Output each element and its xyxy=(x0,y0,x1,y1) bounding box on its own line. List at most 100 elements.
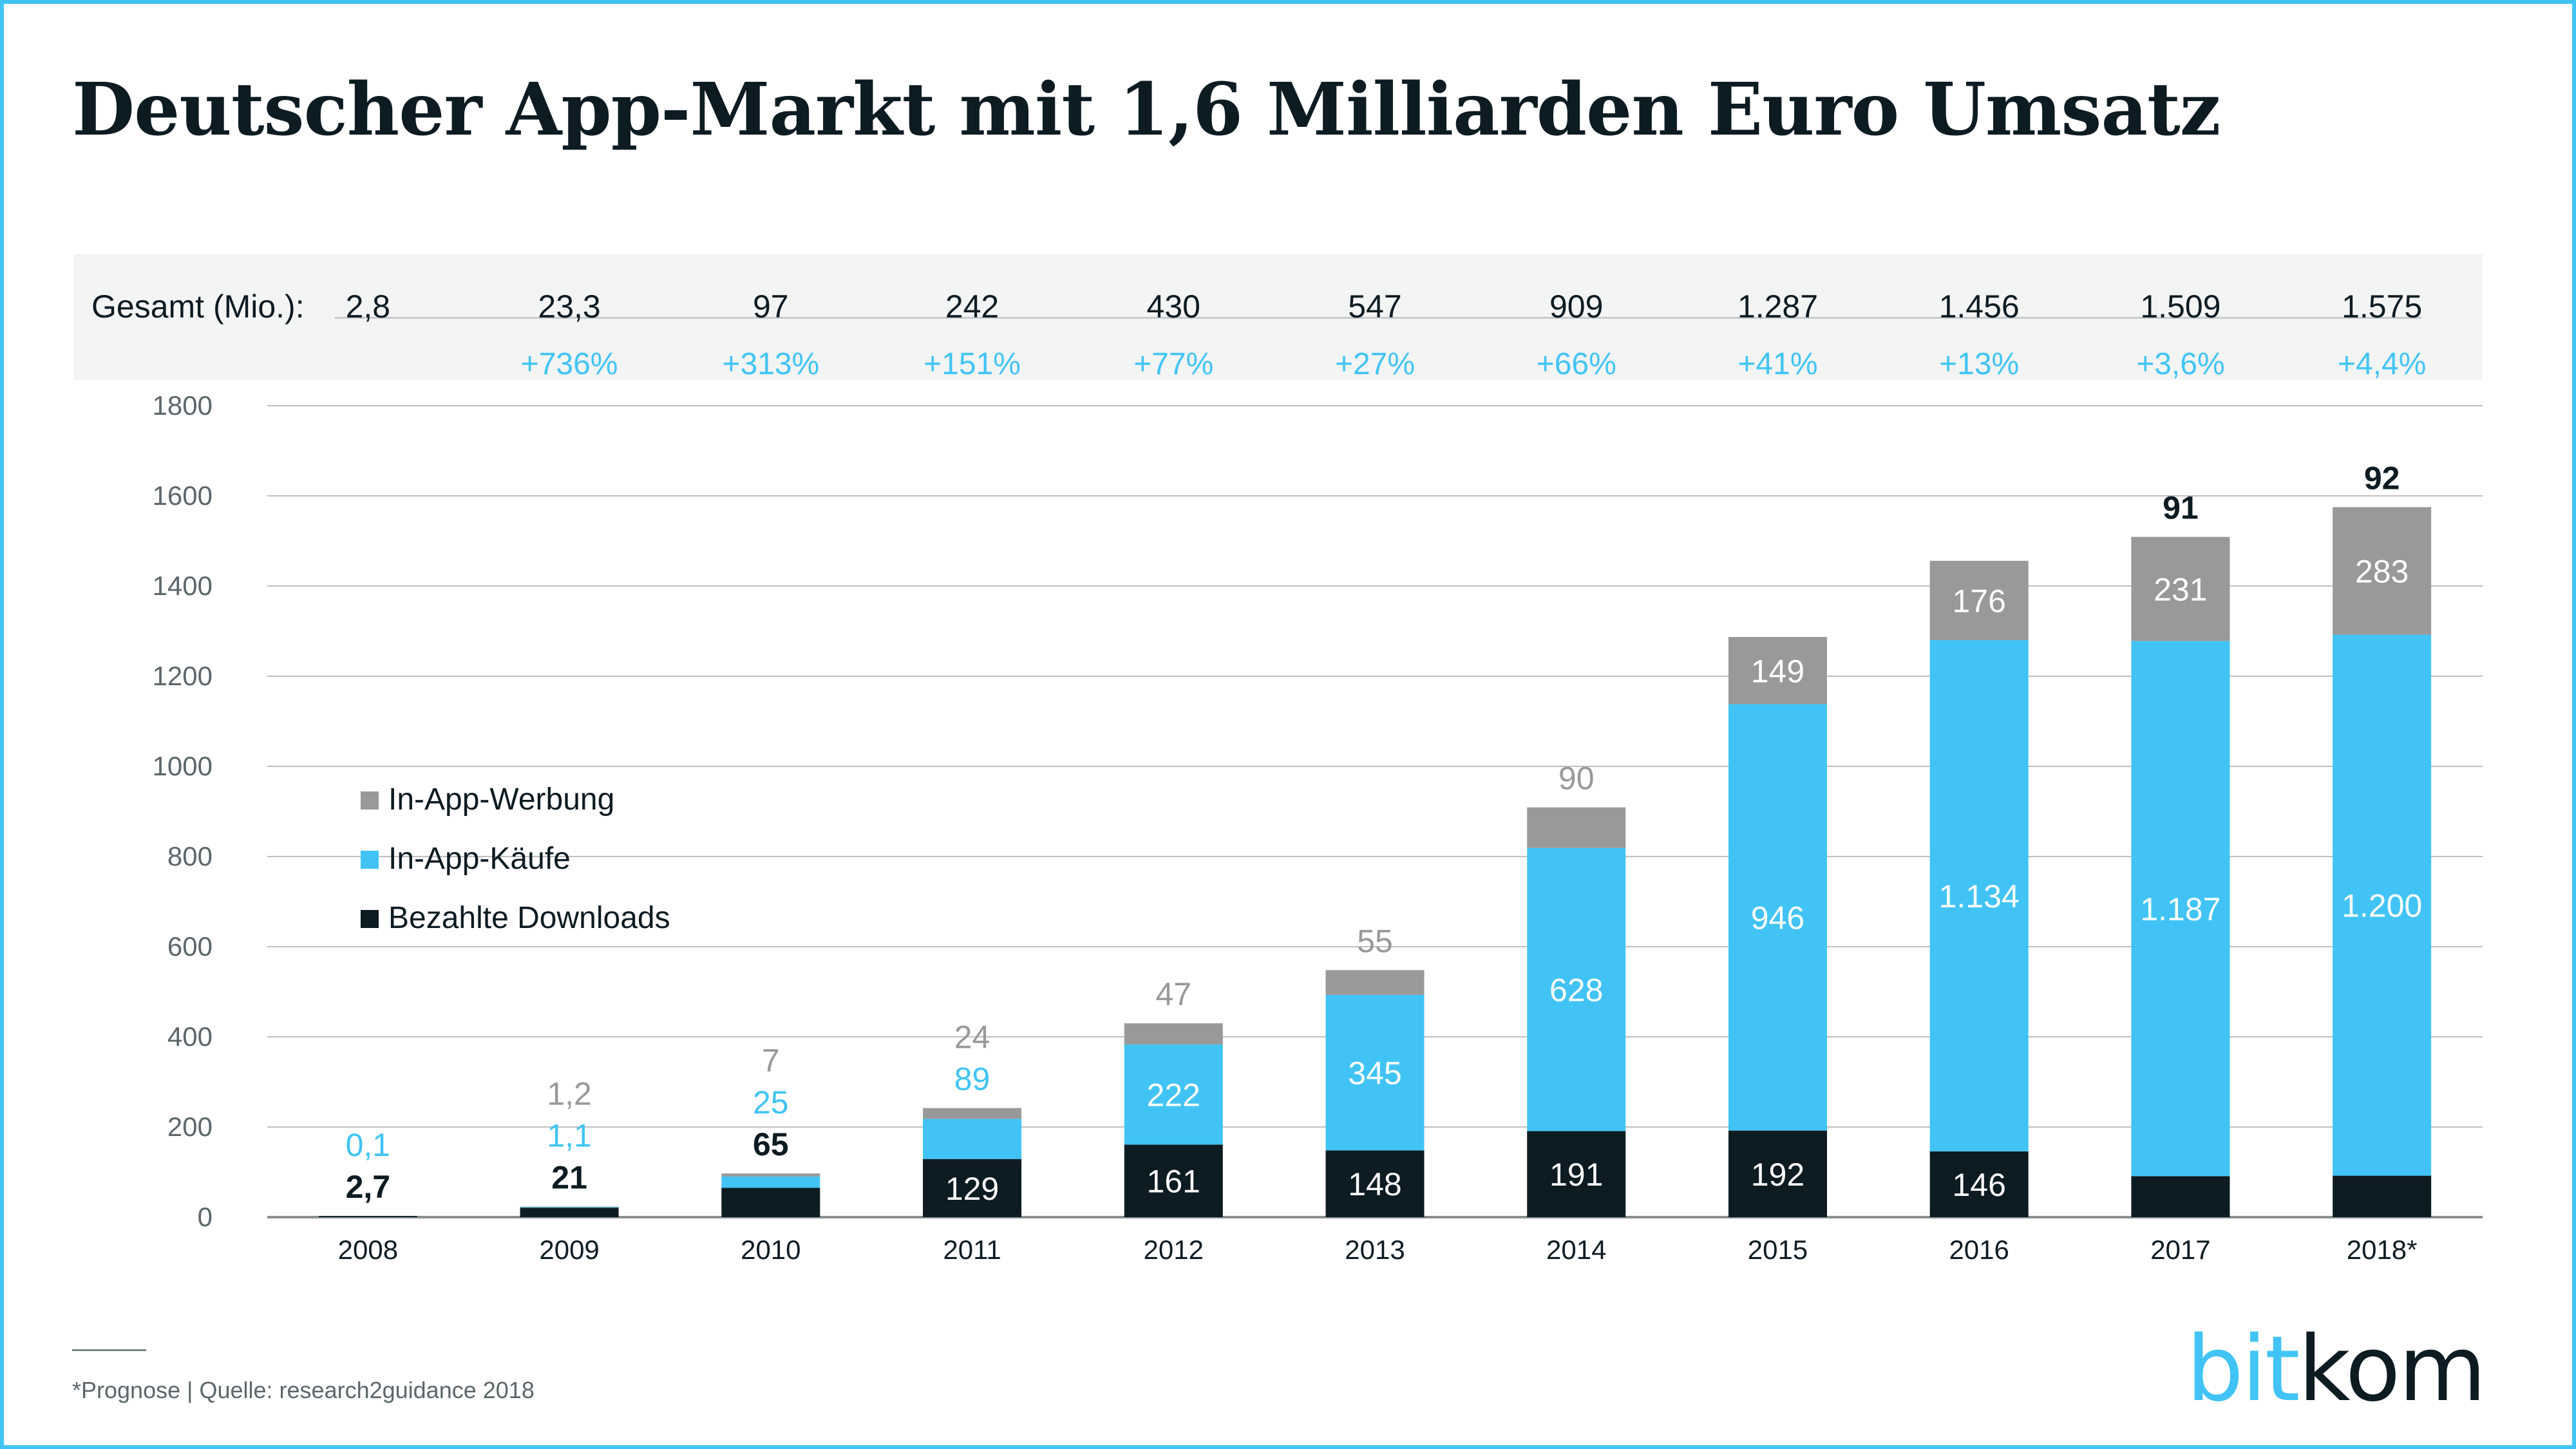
data-label: 2,7 xyxy=(346,1169,391,1205)
x-axis-ticks: 2008 2009 2010 2011 2012 2013 2014 2015 2016 2017… xyxy=(338,1235,2418,1265)
bar-downloads xyxy=(1527,1131,1626,1217)
data-label: 55 xyxy=(1357,923,1393,959)
y-tick-label: 1400 xyxy=(153,571,213,601)
bar-ads xyxy=(1728,637,1827,705)
data-label: 1,1 xyxy=(547,1118,592,1154)
x-tick-label: 2008 xyxy=(338,1235,398,1265)
x-tick-label: 2011 xyxy=(943,1235,1001,1265)
summary-total: 1.575 xyxy=(2342,289,2423,325)
legend-swatch xyxy=(361,851,379,869)
bar-ads xyxy=(1527,807,1626,848)
y-tick-label: 200 xyxy=(167,1112,213,1142)
chart-title: Deutscher App-Markt mit 1,6 Milliarden E… xyxy=(72,68,2221,152)
summary-growth: +77% xyxy=(1133,347,1214,381)
summary-total: 1.287 xyxy=(1737,289,1819,325)
bar-iap xyxy=(721,1177,820,1188)
data-label: 129 xyxy=(945,1171,999,1207)
summary-total: 430 xyxy=(1146,289,1200,325)
bar-ads xyxy=(721,1173,820,1177)
data-label: 161 xyxy=(1147,1164,1200,1200)
bar-ads xyxy=(923,1108,1022,1119)
y-tick-label: 1200 xyxy=(153,661,213,691)
legend: In-App-Werbung In-App-Käufe Bezahlte Downl… xyxy=(361,782,670,935)
data-label: 21 xyxy=(551,1160,587,1196)
summary-total: 1.509 xyxy=(2140,289,2221,325)
data-label: 90 xyxy=(1558,761,1595,797)
legend-label: Bezahlte Downloads xyxy=(388,901,670,935)
data-label: 91 xyxy=(2163,490,2199,526)
summary-total: 23,3 xyxy=(538,289,601,325)
bar-downloads xyxy=(923,1159,1022,1217)
summary-growth: +27% xyxy=(1334,347,1416,381)
data-label: 222 xyxy=(1147,1077,1200,1113)
bar-iap xyxy=(1124,1044,1223,1145)
x-tick-label: 2010 xyxy=(741,1235,800,1265)
bar-ads xyxy=(2333,507,2432,635)
data-label: 231 xyxy=(2154,572,2207,608)
summary-total: 547 xyxy=(1348,289,1402,325)
bar-downloads xyxy=(1124,1144,1223,1217)
bar-iap xyxy=(1728,704,1827,1131)
summary-growth: +66% xyxy=(1536,347,1616,381)
data-label: 1.200 xyxy=(2342,888,2422,924)
data-label: 345 xyxy=(1348,1056,1401,1092)
bar-iap xyxy=(2131,641,2230,1177)
y-tick-label: 400 xyxy=(167,1021,213,1052)
summary-growth: +41% xyxy=(1738,347,1818,381)
data-label: 149 xyxy=(1751,653,1804,689)
summary-growth: +736% xyxy=(520,347,618,381)
y-tick-label: 1000 xyxy=(153,751,213,781)
bar-ads xyxy=(520,1206,619,1208)
x-tick-label: 2018* xyxy=(2347,1235,2418,1265)
summary-growth: +151% xyxy=(923,347,1021,381)
data-label: 628 xyxy=(1549,972,1603,1009)
x-tick-label: 2012 xyxy=(1144,1235,1204,1265)
bar-downloads xyxy=(1929,1151,2029,1217)
summary-label: Gesamt (Mio.): xyxy=(91,289,305,325)
data-label: 1,2 xyxy=(547,1076,592,1112)
bars xyxy=(318,507,2432,1217)
bar-ads xyxy=(2131,536,2230,641)
bar-iap xyxy=(1325,994,1425,1151)
legend-swatch xyxy=(361,791,379,810)
summary-total: 242 xyxy=(945,289,999,325)
summary-growth: +13% xyxy=(1939,347,2020,381)
bar-downloads xyxy=(721,1188,820,1217)
summary-growth: +313% xyxy=(722,347,820,381)
data-label: 0,1 xyxy=(346,1127,391,1163)
summary-total: 909 xyxy=(1549,289,1604,325)
y-tick-label: 1600 xyxy=(153,480,213,511)
y-axis-ticks: 0 200 400 600 800 1000 1200 1400 1600 1800 xyxy=(153,390,213,1232)
data-label: 1.187 xyxy=(2140,891,2221,927)
bar-downloads xyxy=(2131,1176,2230,1217)
bar-ads xyxy=(1325,970,1425,995)
data-label: 283 xyxy=(2355,554,2409,590)
bar-iap xyxy=(1527,848,1626,1132)
data-label: 65 xyxy=(753,1126,789,1162)
data-label: 946 xyxy=(1751,900,1804,936)
summary-total: 97 xyxy=(753,289,789,325)
x-tick-label: 2013 xyxy=(1345,1235,1405,1265)
bar-downloads xyxy=(520,1208,619,1217)
summary-total: 2,8 xyxy=(345,289,391,325)
summary-growth: +3,6% xyxy=(2136,347,2225,381)
data-labels: 2,7 0,1 21 1,1 1,2 65 25 7 129 89 24 161 222 47 148 345… xyxy=(346,460,2423,1207)
summary-separator xyxy=(335,317,2421,319)
logo-part-kom: kom xyxy=(2298,1317,2486,1422)
data-label: 176 xyxy=(1952,583,2005,619)
bar-downloads xyxy=(2333,1175,2432,1217)
x-tick-label: 2017 xyxy=(2150,1235,2210,1265)
data-label: 47 xyxy=(1155,976,1191,1012)
logo-part-bit: bit xyxy=(2186,1317,2300,1422)
footer-rule xyxy=(72,1349,146,1351)
x-tick-label: 2015 xyxy=(1748,1235,1808,1265)
bar-iap xyxy=(923,1119,1022,1159)
legend-swatch xyxy=(361,910,379,928)
summary-total: 1.456 xyxy=(1938,289,2020,325)
y-tick-label: 800 xyxy=(167,841,213,871)
source-note: *Prognose | Quelle: research2guidance 20… xyxy=(72,1377,535,1403)
x-tick-label: 2014 xyxy=(1546,1235,1606,1265)
data-label: 148 xyxy=(1348,1166,1401,1202)
